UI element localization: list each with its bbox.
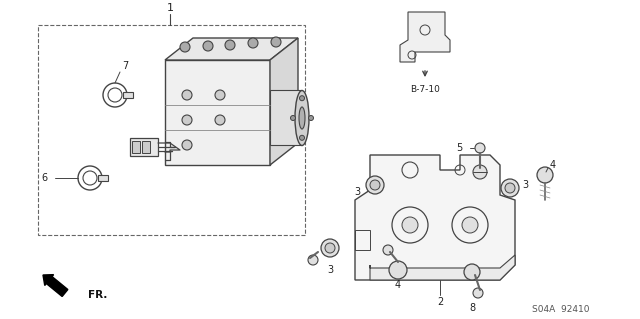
Text: 3: 3 xyxy=(354,187,360,197)
Bar xyxy=(38,25,305,235)
Circle shape xyxy=(321,239,339,257)
Bar xyxy=(270,90,302,145)
Circle shape xyxy=(225,40,235,50)
Text: 5: 5 xyxy=(456,143,462,153)
Circle shape xyxy=(215,115,225,125)
Bar xyxy=(98,175,108,181)
Circle shape xyxy=(271,37,281,47)
Bar xyxy=(130,138,158,156)
Circle shape xyxy=(370,180,380,190)
Polygon shape xyxy=(270,38,298,165)
Polygon shape xyxy=(370,255,515,280)
Polygon shape xyxy=(355,155,515,280)
Text: 8: 8 xyxy=(469,303,475,313)
Circle shape xyxy=(182,115,192,125)
Text: 1: 1 xyxy=(166,3,173,13)
Circle shape xyxy=(475,143,485,153)
Text: 4: 4 xyxy=(550,160,556,170)
Circle shape xyxy=(462,217,478,233)
Text: B-7-10: B-7-10 xyxy=(410,85,440,94)
Text: 2: 2 xyxy=(437,297,443,307)
Circle shape xyxy=(215,90,225,100)
Circle shape xyxy=(383,245,393,255)
Circle shape xyxy=(473,288,483,298)
Circle shape xyxy=(473,165,487,179)
Ellipse shape xyxy=(299,107,305,129)
Circle shape xyxy=(505,183,515,193)
Circle shape xyxy=(300,135,305,140)
Circle shape xyxy=(501,179,519,197)
Circle shape xyxy=(537,167,553,183)
Polygon shape xyxy=(400,12,450,62)
Circle shape xyxy=(402,217,418,233)
Text: 7: 7 xyxy=(122,61,128,71)
Bar xyxy=(142,141,150,153)
Bar xyxy=(165,60,270,165)
Circle shape xyxy=(366,176,384,194)
Circle shape xyxy=(248,38,258,48)
Text: 4: 4 xyxy=(395,280,401,290)
Bar xyxy=(132,141,140,153)
Circle shape xyxy=(389,261,407,279)
Text: FR.: FR. xyxy=(88,290,108,300)
Bar xyxy=(123,92,133,98)
Text: 3: 3 xyxy=(327,265,333,275)
Bar xyxy=(355,230,370,250)
Circle shape xyxy=(325,243,335,253)
Circle shape xyxy=(182,90,192,100)
Text: 3: 3 xyxy=(522,180,528,190)
Polygon shape xyxy=(165,38,298,60)
Circle shape xyxy=(308,255,318,265)
Text: S04A  92410: S04A 92410 xyxy=(532,306,590,315)
Ellipse shape xyxy=(295,91,309,145)
FancyArrow shape xyxy=(43,275,68,296)
Circle shape xyxy=(203,41,213,51)
Circle shape xyxy=(180,42,190,52)
Circle shape xyxy=(464,264,480,280)
Circle shape xyxy=(291,115,296,121)
Circle shape xyxy=(308,115,314,121)
Circle shape xyxy=(300,96,305,101)
Text: 6: 6 xyxy=(42,173,48,183)
Circle shape xyxy=(182,140,192,150)
